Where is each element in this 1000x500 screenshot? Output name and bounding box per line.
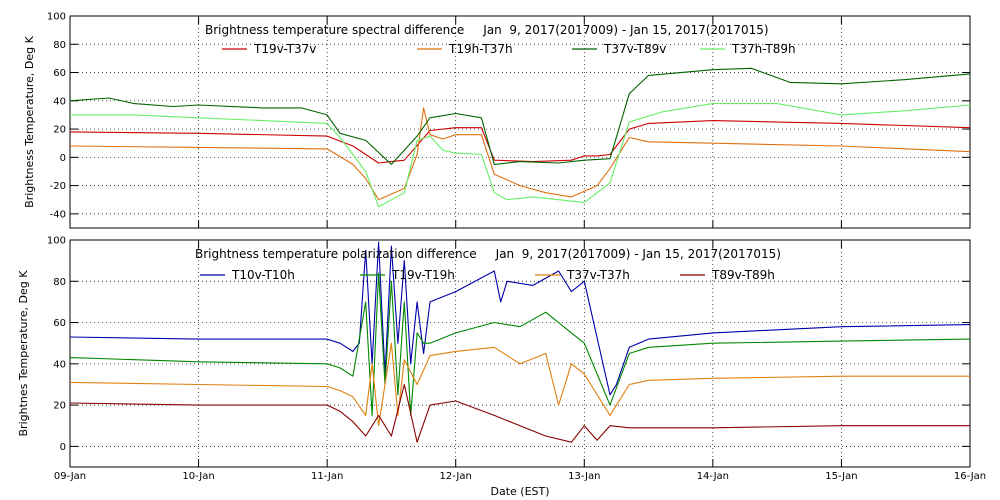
legend-label: T37h-T89h <box>731 42 796 56</box>
legend-label: T37v-T89v <box>603 42 666 56</box>
x-tick-label: 13-Jan <box>568 471 600 482</box>
y-axis-label: Brightness Temperature, Deg K <box>23 35 36 207</box>
legend-label: T19v-T19h <box>391 268 455 282</box>
y-tick-label: 0 <box>60 442 66 453</box>
y-tick-label: 80 <box>53 277 66 288</box>
x-tick-label: 10-Jan <box>182 471 214 482</box>
legend-label: T89v-T89h <box>711 268 775 282</box>
x-tick-label: 14-Jan <box>697 471 729 482</box>
x-tick-label: 09-Jan <box>54 471 86 482</box>
legend-label: T19h-T37h <box>448 42 513 56</box>
y-tick-label: 60 <box>53 318 66 329</box>
y-tick-label: 100 <box>47 12 66 23</box>
y-tick-label: 40 <box>53 96 66 107</box>
chart-title: Brightness temperature spectral differen… <box>205 23 769 37</box>
series-line-T10v-T10h <box>69 241 971 396</box>
x-axis-label: Date (EST) <box>490 485 549 498</box>
series-line-T37h-T89h <box>70 103 971 208</box>
y-tick-label: 80 <box>53 40 66 51</box>
y-tick-label: -40 <box>50 209 66 220</box>
y-tick-label: 0 <box>60 153 66 164</box>
y-tick-label: 100 <box>47 236 66 247</box>
spectral-difference-panel: 100 80 60 40 20 0 -20 -40 Brightness temperature… <box>23 12 971 229</box>
legend-label: T19v-T37v <box>253 42 316 56</box>
legend-label: T10v-T10h <box>231 268 295 282</box>
x-tick-label: 12-Jan <box>440 471 472 482</box>
polarization-difference-panel: 09-Jan 10-Jan 11-Jan 12-Jan 13-Jan 14-Jan 15-J… <box>17 236 986 483</box>
y-tick-label: -20 <box>50 181 66 192</box>
series-line-T19h-T37h <box>69 107 971 201</box>
y-tick-label: 40 <box>53 359 66 370</box>
series-line-T37v-T89v <box>69 67 971 165</box>
chart-title: Brightness temperature polarization diff… <box>195 247 781 261</box>
x-tick-label: 15-Jan <box>825 471 857 482</box>
legend-label: T37v-T37h <box>566 268 630 282</box>
series-line-T19v-T37v <box>69 120 971 164</box>
series-line-T37v-T37h <box>69 342 970 427</box>
y-tick-label: 20 <box>53 401 66 412</box>
series-line-T89v-T89h <box>69 383 970 443</box>
plot-frame <box>69 15 971 229</box>
x-tick-label: 11-Jan <box>311 471 343 482</box>
y-tick-label: 20 <box>53 125 66 136</box>
plot-frame <box>69 239 971 468</box>
y-axis-label: Brightnes Temperature, Deg K <box>17 270 30 437</box>
series-line-T19v-T19h <box>69 272 971 416</box>
y-tick-label: 60 <box>53 68 66 79</box>
x-tick-label: 16-Jan <box>954 471 986 482</box>
